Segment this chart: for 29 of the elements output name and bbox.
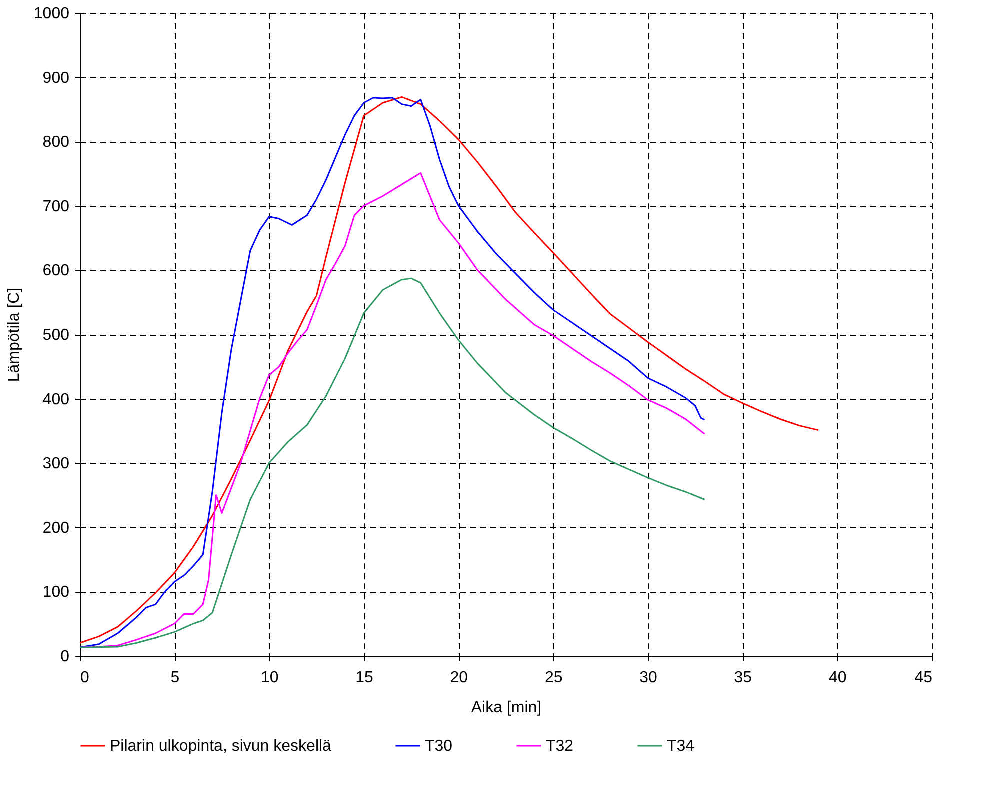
y-tick-label: 600 [42,262,70,280]
y-tick-label: 300 [42,456,70,473]
legend-label: T30 [425,738,453,755]
y-tick-label: 800 [42,134,70,152]
x-tick-label: 40 [828,670,847,686]
y-tick-label: 1000 [34,6,70,22]
x-tick-label: 10 [260,670,279,686]
y-tick-label: 400 [42,391,70,408]
legend-label: T34 [667,738,695,755]
x-axis-title: Aika [min] [471,700,542,716]
y-tick-label: 700 [42,198,70,216]
legend-label: T32 [546,738,574,755]
x-tick-label: 35 [734,670,752,686]
y-tick-label: 100 [42,584,70,602]
line-series [79,278,706,648]
y-tick-label: 500 [42,327,70,344]
x-tick-label: 25 [544,670,563,686]
x-tick-label: 5 [170,670,180,686]
x-tick-label: 20 [450,670,468,686]
x-tick-label: 45 [914,670,933,686]
y-axis-title: Lämpötila [C] [6,288,23,382]
y-tick-label: 900 [42,70,70,87]
x-tick-label: 30 [640,670,658,686]
y-tick-label: 200 [42,520,70,537]
y-tick-label: 0 [60,648,70,666]
line-series [79,96,820,644]
legend-label: Pilarin ulkopinta, sivun keskellä [110,738,332,755]
x-tick-label: 15 [356,670,374,686]
x-tick-label: 0 [80,670,90,686]
